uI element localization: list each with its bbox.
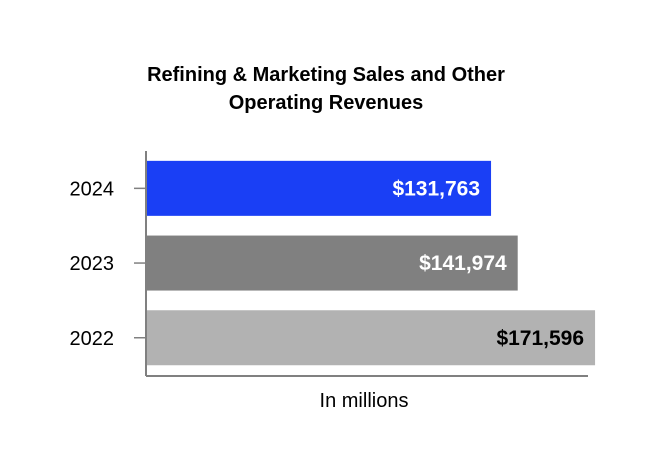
bar-2023 xyxy=(147,235,518,291)
bar-2024 xyxy=(147,160,492,216)
data-label-2023: $141,974 xyxy=(419,252,507,275)
chart-title-line-1: Refining & Marketing Sales and Other xyxy=(147,64,505,86)
chart-title-line-2: Operating Revenues xyxy=(229,92,424,114)
y-tick-label-2022: 2022 xyxy=(70,328,115,350)
data-label-2024: $131,763 xyxy=(392,177,480,200)
data-label-2022: $171,596 xyxy=(496,327,584,350)
y-tick-label-2023: 2023 xyxy=(70,253,115,275)
bars-group: $131,763 2024 $141,974 2023 $171,596 2022 xyxy=(70,160,596,366)
x-axis-label: In millions xyxy=(320,390,409,412)
bar-2022 xyxy=(147,310,596,366)
y-tick-label-2024: 2024 xyxy=(70,178,115,200)
